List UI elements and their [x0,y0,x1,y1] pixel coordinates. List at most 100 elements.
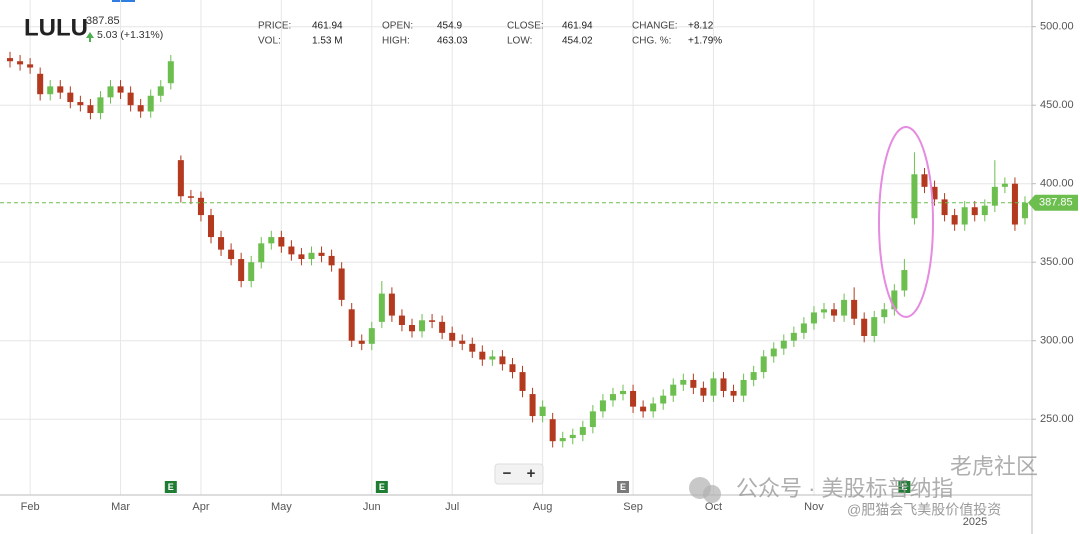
stat-value: 461.94 [562,21,593,32]
candle-body [17,61,24,65]
candle-body [57,86,64,93]
candle-body [670,384,677,396]
stat-value: +8.12 [688,21,714,32]
candle-body [187,196,194,198]
candle-body [700,387,707,396]
candle-body [7,58,14,62]
y-tick-label: 350.00 [1040,256,1074,268]
stat-label: CLOSE: [507,21,544,32]
candle-body [499,356,506,365]
candle-body [97,97,104,114]
candle-body [559,438,566,442]
event-marker [375,481,388,493]
candle-body [740,379,747,396]
candle-body [197,197,204,216]
candle-body [318,252,325,256]
event-marker [617,481,630,493]
event-marker [898,481,911,493]
wechat-icon [703,485,721,503]
zoom-controls[interactable] [494,463,544,485]
candle-body [991,186,998,206]
stat-value: 454.02 [562,36,593,47]
candle-body [760,356,767,373]
y-tick-label: 250.00 [1040,413,1074,425]
candle-body [439,321,446,333]
candle-body [238,259,245,282]
event-marker [164,481,177,493]
candle-body [117,86,124,93]
candle-body [931,186,938,200]
candle-body [358,340,365,344]
candle-body [1001,183,1008,187]
candle-body [107,86,114,98]
x-tick-label: Oct [705,501,722,513]
candle-body [589,411,596,428]
candle-body [278,237,285,247]
candle-body [308,252,315,260]
candle-body [388,293,395,316]
candle-body [529,394,536,417]
candle-body [429,320,436,322]
candle-body [268,237,275,244]
zoom-in[interactable]: + [527,465,536,482]
candle-body [519,372,526,391]
candle-body [770,348,777,357]
candle-body [569,434,576,439]
candle-body [680,379,687,385]
top-tab-indicator [112,0,135,2]
stat-label: PRICE: [258,21,291,32]
stat-label: LOW: [507,36,532,47]
stat-label: CHANGE: [632,21,678,32]
candle-body [449,332,456,341]
candle-body [479,351,486,360]
candle-body [248,262,255,282]
candle-body [640,406,647,412]
candle-body [609,394,616,401]
event-label: E [620,482,626,492]
candle-body [157,86,164,96]
stat-value: 1.53 M [312,36,343,47]
candle-body [690,379,697,388]
candle-body [469,343,476,352]
candle-body [378,293,385,322]
candle-body [921,174,928,187]
y-tick-label: 300.00 [1040,335,1074,347]
zoom-out[interactable]: − [503,465,512,482]
candle-body [408,325,415,332]
candle-body [539,406,546,417]
candle-body [951,215,958,225]
y-tick-label: 500.00 [1040,21,1074,33]
y-tick-label: 400.00 [1040,178,1074,190]
candle-body [228,249,235,260]
stat-value: 463.03 [437,36,468,47]
candle-body [630,390,637,407]
candle-body [579,427,586,435]
candle-body [218,237,225,250]
candle-body [288,246,295,255]
candle-body [137,105,144,112]
candle-body [710,378,717,396]
x-tick-label: Apr [192,501,209,513]
last-price-tag [1028,194,1078,211]
candle-body [1011,183,1018,225]
candle-body [831,309,838,316]
candle-body [971,207,978,216]
candle-body [37,73,44,95]
x-year-label: 2025 [963,516,987,528]
stats: PRICE: 461.94 VOL: 1.53 M OPEN: 454.9 HIGH: 463… [258,21,722,47]
watermark-text: 公众号 · 美股标普纳指 [736,476,954,501]
candle-body [881,309,888,318]
candle-body [720,378,727,391]
candle-body [489,356,496,360]
candle-body [780,340,787,349]
candle-body [1021,202,1028,219]
candle-body [810,312,817,324]
price-change: 5.03 (+1.31%) [97,29,163,41]
symbol: LULU [24,14,88,41]
candle-body [77,102,84,106]
candle-body [207,215,215,238]
candle-body [790,332,797,341]
stat-label: HIGH: [382,36,410,47]
